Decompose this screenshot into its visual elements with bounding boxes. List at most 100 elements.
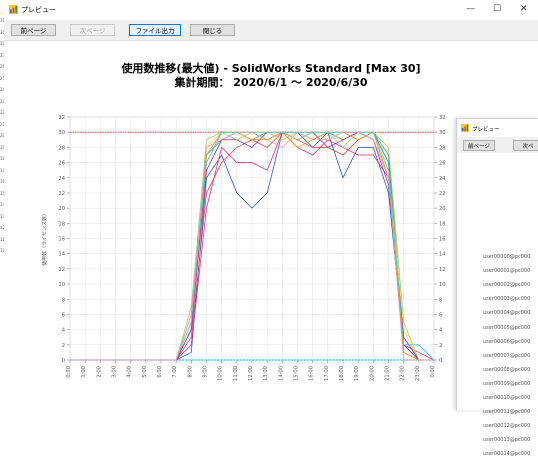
y-tick-label-right: 26 (439, 161, 446, 167)
user-list-item: user00013@pc000 (483, 437, 531, 444)
app-icon (9, 5, 18, 14)
y-axis-label: 使用数（ライセンス数） (41, 211, 48, 266)
user-list-item: user00012@pc000 (483, 423, 531, 430)
y-tick-label: 12 (58, 267, 65, 273)
y-tick-label-right: 28 (439, 145, 446, 151)
close-button[interactable]: 閉じる (190, 24, 235, 36)
next-page-button[interactable]: 次ページ (70, 24, 115, 36)
y-tick-label-right: 2 (439, 343, 442, 349)
strip-number: 18 (0, 156, 6, 161)
y-tick-label-right: 18 (439, 221, 446, 227)
x-tick-label: 6:00 (157, 366, 163, 378)
y-tick-label-right: 32 (439, 115, 446, 121)
x-tick-label: 0:00 (66, 366, 72, 378)
x-tick-label: 14:00 (278, 366, 284, 381)
x-tick-label: 10:00 (218, 366, 224, 381)
x-tick-label: 8:00 (187, 366, 193, 378)
y-tick-label-right: 6 (439, 312, 442, 318)
second-title-bar: プレビュー (457, 119, 538, 137)
series-line (70, 131, 434, 361)
user-list-item: user00010@pc000 (483, 395, 531, 401)
x-tick-label: 4:00 (127, 366, 133, 378)
y-tick-label-right: 4 (439, 328, 443, 334)
title-bar: プレビュー — ☐ ✕ (4, 0, 538, 20)
y-tick-label: 8 (62, 297, 65, 303)
maximize-button[interactable]: ☐ (493, 4, 502, 14)
x-tick-label: 19:00 (354, 366, 360, 381)
y-tick-label: 16 (58, 237, 65, 243)
file-export-button[interactable]: ファイル出力 (129, 24, 181, 36)
x-tick-label: 9:00 (203, 366, 209, 378)
strip-number: 24 (0, 87, 6, 92)
user-list-item: user00001@pc000 (483, 268, 531, 275)
strip-number: 13 (0, 213, 6, 219)
second-preview-window: プレビュー 前ページ 次ペ user00000@pc000 user00001@p… (456, 118, 538, 457)
x-tick-label: 18:00 (339, 366, 345, 381)
x-tick-label: 5:00 (142, 366, 148, 378)
y-tick-label-right: 14 (439, 252, 446, 258)
strip-number: 26 (0, 64, 6, 69)
second-prev-page-button[interactable]: 前ページ (463, 140, 495, 151)
user-list-item: user00006@pc000 (483, 338, 531, 345)
y-tick-label: 20 (58, 206, 65, 212)
chart-subtitle: 集計期間： 2020/6/1 ～ 2020/6/30 (174, 76, 368, 89)
strip-number: 16 (0, 179, 6, 184)
strip-number: 15 (0, 190, 6, 196)
strip-number: 20 (0, 133, 6, 138)
y-tick-label-right: 22 (439, 191, 446, 197)
strip-number: 22 (0, 110, 6, 115)
preview-window: プレビュー — ☐ ✕ 前ページ 次ページ ファイル出力 閉じる 使用数推移(最… (4, 0, 538, 409)
y-tick-label: 2 (62, 343, 65, 349)
close-window-button[interactable]: ✕ (520, 4, 528, 14)
x-tick-label: 22:00 (400, 366, 406, 381)
second-next-page-button[interactable]: 次ペ (513, 140, 538, 151)
second-window-title: プレビュー (472, 127, 500, 133)
prev-page-button[interactable]: 前ページ (11, 24, 56, 36)
user-list-item: user00002@pc000 (483, 282, 531, 289)
user-list-item: user00009@pc000 (483, 380, 531, 387)
y-tick-label-right: 10 (439, 282, 446, 288)
x-tick-label: 15:00 (294, 366, 300, 381)
x-tick-label: 2:00 (96, 366, 102, 378)
user-list-item: user00007@pc000 (483, 352, 531, 359)
y-tick-label: 22 (58, 191, 65, 197)
x-tick-label: 7:00 (172, 366, 178, 378)
strip-number: 27 (0, 52, 6, 58)
y-tick-label-right: 8 (439, 297, 442, 303)
strip-number: 12 (0, 225, 6, 230)
minimize-button[interactable]: — (466, 4, 475, 14)
y-tick-label: 24 (58, 176, 65, 182)
y-tick-label: 30 (58, 130, 65, 136)
app-icon (461, 124, 469, 132)
strip-number: 29 (0, 41, 6, 46)
user-list-item: user00011@pc000 (483, 409, 531, 416)
window-title: プレビュー (21, 6, 56, 14)
strip-number: 11 (0, 236, 6, 242)
strip-number: 19 (0, 144, 6, 150)
user-list-item: user00000@pc000 (483, 254, 531, 260)
y-tick-label-right: 20 (439, 206, 446, 212)
x-tick-label: 23:00 (415, 366, 421, 381)
user-list-item: user00004@pc000 (483, 310, 531, 317)
y-tick-label: 26 (58, 161, 65, 167)
user-list-item: user00005@pc000 (483, 324, 531, 331)
strip-number: 14 (0, 202, 6, 207)
user-list-item: user00008@pc000 (483, 366, 531, 373)
y-tick-label-right: 30 (439, 130, 446, 136)
strip-number: 30 (0, 29, 6, 35)
x-tick-label: 3:00 (112, 366, 118, 378)
strip-number: 31 (0, 18, 6, 23)
y-tick-label-right: 16 (439, 237, 446, 243)
chart-title: 使用数推移(最大値) - SolidWorks Standard [Max 30… (121, 62, 421, 75)
user-list-item: user00014@pc000 (483, 451, 531, 457)
y-tick-label-right: 12 (439, 267, 446, 273)
x-tick-label: 13:00 (263, 366, 269, 381)
strip-number: 25 (0, 75, 6, 81)
second-toolbar: 前ページ 次ペ (457, 137, 538, 153)
x-tick-label: 21:00 (385, 366, 391, 381)
strip-number: 23 (0, 98, 6, 104)
y-tick-label: 0 (62, 358, 65, 364)
user-list-item: user00003@pc000 (483, 296, 531, 303)
x-tick-label: 12:00 (248, 366, 254, 381)
